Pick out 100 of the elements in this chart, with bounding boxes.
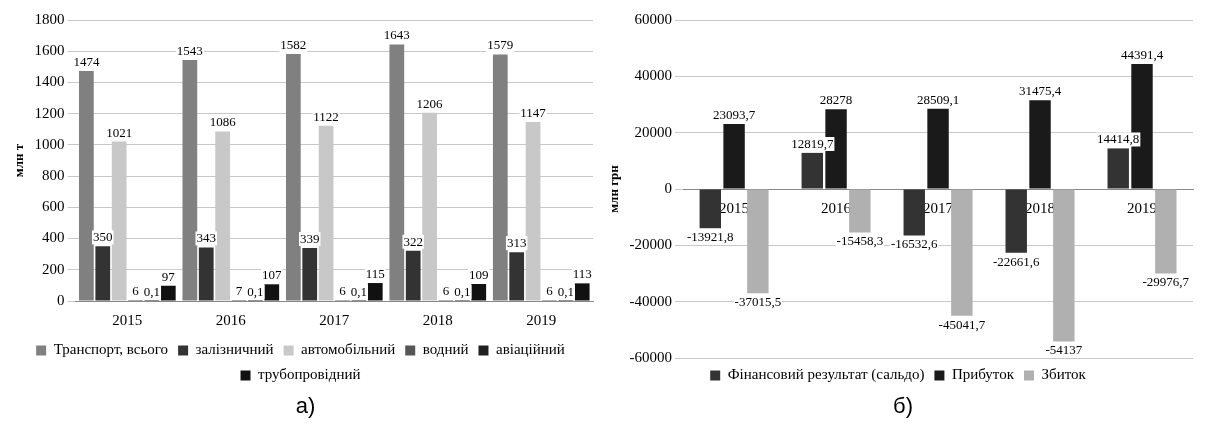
data-label: 7 xyxy=(235,282,243,298)
y-tick-label: 0 xyxy=(664,179,673,196)
data-label: 107 xyxy=(262,267,283,283)
data-label: 1147 xyxy=(520,104,547,120)
data-label: 28278 xyxy=(819,92,853,108)
data-label: 1474 xyxy=(73,53,100,69)
y-tick-label: 800 xyxy=(42,167,65,184)
bar xyxy=(747,189,769,294)
y-tick-label: 0 xyxy=(57,291,65,308)
data-label: 6 xyxy=(546,282,554,298)
data-label: 343 xyxy=(196,230,216,246)
bar xyxy=(951,189,973,316)
data-label: 113 xyxy=(572,266,592,282)
x-tick-label: 2018 xyxy=(422,311,453,328)
legend-label: авіаційний xyxy=(495,341,565,358)
data-label: 14414,8 xyxy=(1097,131,1140,147)
bar xyxy=(1029,100,1051,189)
bar xyxy=(405,250,421,301)
y-tick-label: 1800 xyxy=(34,10,65,27)
data-label: 109 xyxy=(468,266,489,282)
legend-label: Прибуток xyxy=(951,366,1015,383)
data-label: -15458,3 xyxy=(836,233,884,249)
data-label: 6 xyxy=(442,282,450,298)
bar xyxy=(198,247,214,301)
bar xyxy=(95,246,111,301)
y-tick-label: -40000 xyxy=(629,292,673,309)
data-label: 1206 xyxy=(416,95,444,111)
bar xyxy=(1005,189,1027,253)
data-label: 1582 xyxy=(280,36,307,52)
x-tick-label: 2016 xyxy=(215,311,247,328)
data-label: 1021 xyxy=(106,124,133,140)
data-label: 28509,1 xyxy=(916,91,960,107)
data-label: 6 xyxy=(132,282,140,298)
data-label: 12819,7 xyxy=(791,135,834,151)
x-tick-label: 2019 xyxy=(526,311,557,328)
bar xyxy=(471,283,487,301)
legend-label: трубопровідний xyxy=(258,366,361,383)
x-tick-label: 2019 xyxy=(1127,199,1158,216)
data-label: -45041,7 xyxy=(938,316,986,332)
bar xyxy=(367,283,383,301)
data-label: 6 xyxy=(339,282,347,298)
data-label: 1643 xyxy=(383,27,410,43)
data-label: 0,1 xyxy=(454,283,471,299)
data-label: 0,1 xyxy=(143,283,161,299)
y-tick-label: 400 xyxy=(42,229,65,246)
data-label: 1579 xyxy=(487,37,514,53)
y-tick-label: 20000 xyxy=(634,123,673,140)
y-axis-title: млн грн xyxy=(606,164,622,213)
bar xyxy=(903,189,925,236)
x-tick-label: 2015 xyxy=(112,311,143,328)
data-label: -13921,8 xyxy=(686,229,734,245)
bar xyxy=(927,108,949,189)
y-tick-label: 600 xyxy=(42,198,65,215)
bar xyxy=(1107,148,1129,189)
y-tick-label: 1400 xyxy=(34,73,65,90)
data-label: -54137 xyxy=(1045,342,1083,358)
data-label: -29976,7 xyxy=(1142,274,1190,290)
legend-label: Збиток xyxy=(1041,366,1087,383)
y-tick-label: 60000 xyxy=(634,10,673,27)
bar xyxy=(574,283,590,301)
data-label: 350 xyxy=(93,229,113,245)
bar xyxy=(801,152,823,189)
bar xyxy=(1053,189,1075,342)
data-label: -37015,5 xyxy=(734,294,782,310)
data-label: 44391,4 xyxy=(1120,46,1164,62)
data-label: 1086 xyxy=(209,114,237,130)
data-label: -22661,6 xyxy=(992,253,1041,269)
data-label: 322 xyxy=(403,233,423,249)
y-axis-title: млн т xyxy=(11,143,27,178)
data-label: 313 xyxy=(506,235,527,251)
legend-label: Фінансовий результат (сальдо) xyxy=(727,366,925,384)
bar xyxy=(264,284,280,301)
data-label: 0,1 xyxy=(247,283,264,299)
data-label: 31475,4 xyxy=(1018,83,1062,99)
data-label: 0,1 xyxy=(350,283,367,299)
bar xyxy=(1155,189,1177,274)
data-label: -16532,6 xyxy=(890,236,939,252)
legend-label: водний xyxy=(422,341,469,358)
bar xyxy=(509,252,525,301)
bar xyxy=(699,189,721,229)
data-label: 1543 xyxy=(176,43,203,59)
data-label: 115 xyxy=(365,265,385,281)
bar xyxy=(160,285,176,301)
x-tick-label: 2016 xyxy=(821,199,852,216)
bar xyxy=(849,189,871,233)
data-label: 339 xyxy=(299,231,320,246)
bar xyxy=(723,123,745,189)
data-label: 23093,7 xyxy=(712,106,756,122)
data-label: 0,1 xyxy=(557,283,574,299)
y-tick-label: 1000 xyxy=(34,135,65,152)
y-tick-label: 1600 xyxy=(34,42,65,59)
bar xyxy=(302,248,318,301)
legend-label: Транспорт, всього xyxy=(53,341,169,358)
data-label: 1122 xyxy=(313,108,339,124)
y-tick-label: 40000 xyxy=(634,67,673,84)
data-label: 97 xyxy=(161,268,176,284)
text: б) xyxy=(892,393,914,419)
legend-label: автомобільний xyxy=(301,341,396,358)
text: а) xyxy=(294,393,317,419)
y-tick-label: 1200 xyxy=(34,104,65,121)
